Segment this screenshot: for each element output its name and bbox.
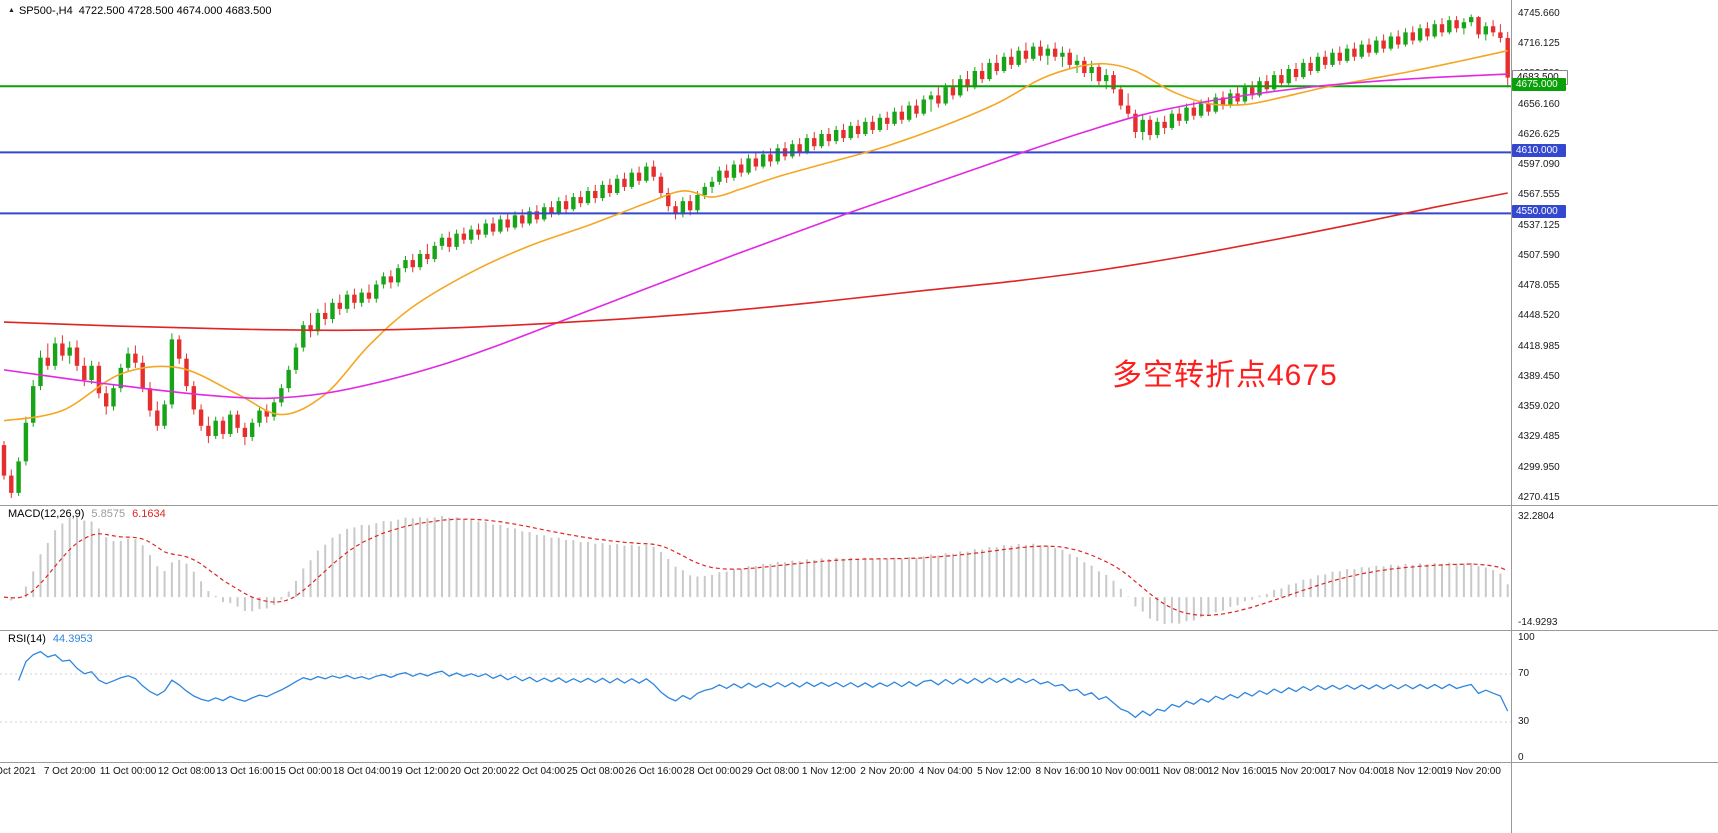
time-axis-label: 2 Nov 20:00 xyxy=(860,766,915,777)
price-level-badge: 4550.000 xyxy=(1512,205,1566,219)
time-axis-label: 15 Oct 00:00 xyxy=(274,766,332,777)
time-axis-label: 22 Oct 04:00 xyxy=(508,766,566,777)
time-axis-label: 15 Nov 20:00 xyxy=(1266,766,1326,777)
macd-indicator-name: MACD(12,26,9) xyxy=(8,508,85,520)
chart-annotation[interactable]: 多空转折点4675 xyxy=(1112,359,1338,392)
macd-histogram-value: 5.8575 xyxy=(91,508,126,520)
price-level-badge: 4675.000 xyxy=(1512,78,1566,92)
time-axis-label: 28 Oct 00:00 xyxy=(683,766,741,777)
price-axis-label: 4329.485 xyxy=(1518,431,1560,443)
price-axis-label: 4507.590 xyxy=(1518,250,1560,262)
macd-signal-value: 6.1634 xyxy=(132,508,166,520)
macd-axis-label: 32.2804 xyxy=(1518,511,1555,522)
price-axis[interactable]: 4745.6604716.1254686.5904656.1604626.625… xyxy=(1511,0,1718,833)
symbol-marker-icon: ▲ xyxy=(8,7,15,14)
rsi-axis-label: 100 xyxy=(1518,632,1535,643)
price-axis-label: 4745.660 xyxy=(1518,8,1560,20)
chart-title: ▲ SP500-,H4 4722.500 4728.500 4674.000 468… xyxy=(8,5,277,17)
price-axis-label: 4567.555 xyxy=(1518,189,1560,201)
price-axis-label: 4716.125 xyxy=(1518,38,1560,50)
time-axis-label: 19 Oct 12:00 xyxy=(391,766,449,777)
time-axis-label: 29 Oct 08:00 xyxy=(741,766,800,777)
price-axis-label: 4418.985 xyxy=(1518,340,1560,352)
time-axis-label: 12 Nov 16:00 xyxy=(1207,766,1268,777)
price-axis-label: 4537.125 xyxy=(1518,220,1560,232)
time-axis-label: 17 Nov 04:00 xyxy=(1324,766,1385,777)
time-axis-label: 11 Nov 08:00 xyxy=(1149,766,1209,777)
time-axis-label: 5 Oct 2021 xyxy=(0,766,36,777)
time-axis-label: 11 Oct 00:00 xyxy=(99,766,157,777)
price-axis-label: 4389.450 xyxy=(1518,370,1560,382)
rsi-axis-label: 0 xyxy=(1518,752,1524,763)
time-axis-label: 5 Nov 12:00 xyxy=(977,766,1031,777)
time-axis-label: 25 Oct 08:00 xyxy=(566,766,624,777)
time-axis-label: 18 Nov 12:00 xyxy=(1383,766,1443,777)
macd-panel-label: MACD(12,26,9) 5.8575 6.1634 xyxy=(8,508,173,520)
rsi-axis-label: 30 xyxy=(1518,716,1530,727)
time-axis-label: 19 Nov 20:00 xyxy=(1441,766,1501,777)
price-axis-label: 4448.520 xyxy=(1518,310,1560,322)
price-axis-label: 4656.160 xyxy=(1518,99,1560,111)
time-axis-label: 8 Nov 16:00 xyxy=(1035,766,1090,777)
rsi-indicator-name: RSI(14) xyxy=(8,633,46,645)
price-axis-label: 4626.625 xyxy=(1518,129,1560,141)
time-axis-label: 7 Oct 20:00 xyxy=(43,766,96,777)
price-axis-label: 4597.090 xyxy=(1518,159,1560,171)
time-axis-label: 1 Nov 12:00 xyxy=(801,766,856,777)
price-level-badge: 4610.000 xyxy=(1512,144,1566,158)
time-axis-label: 26 Oct 16:00 xyxy=(625,766,683,777)
ohlc-values: 4722.500 4728.500 4674.000 4683.500 xyxy=(78,5,272,17)
time-axis-label: 10 Nov 00:00 xyxy=(1091,766,1151,777)
time-axis-label: 18 Oct 04:00 xyxy=(333,766,391,777)
rsi-panel-label: RSI(14) 44.3953 xyxy=(8,633,100,645)
macd-axis-label: -14.9293 xyxy=(1518,617,1558,628)
price-axis-label: 4270.415 xyxy=(1518,491,1560,503)
time-axis-label: 20 Oct 20:00 xyxy=(449,766,508,777)
time-axis-label: 13 Oct 16:00 xyxy=(216,766,274,777)
time-axis-label: 12 Oct 08:00 xyxy=(157,766,216,777)
rsi-axis-label: 70 xyxy=(1518,668,1530,679)
price-axis-label: 4478.055 xyxy=(1518,280,1560,292)
rsi-value: 44.3953 xyxy=(52,633,93,645)
symbol-timeframe: SP500-,H4 xyxy=(18,5,73,17)
price-axis-label: 4359.020 xyxy=(1518,401,1560,413)
price-axis-label: 4299.950 xyxy=(1518,461,1560,473)
time-axis-label: 4 Nov 04:00 xyxy=(918,766,973,777)
